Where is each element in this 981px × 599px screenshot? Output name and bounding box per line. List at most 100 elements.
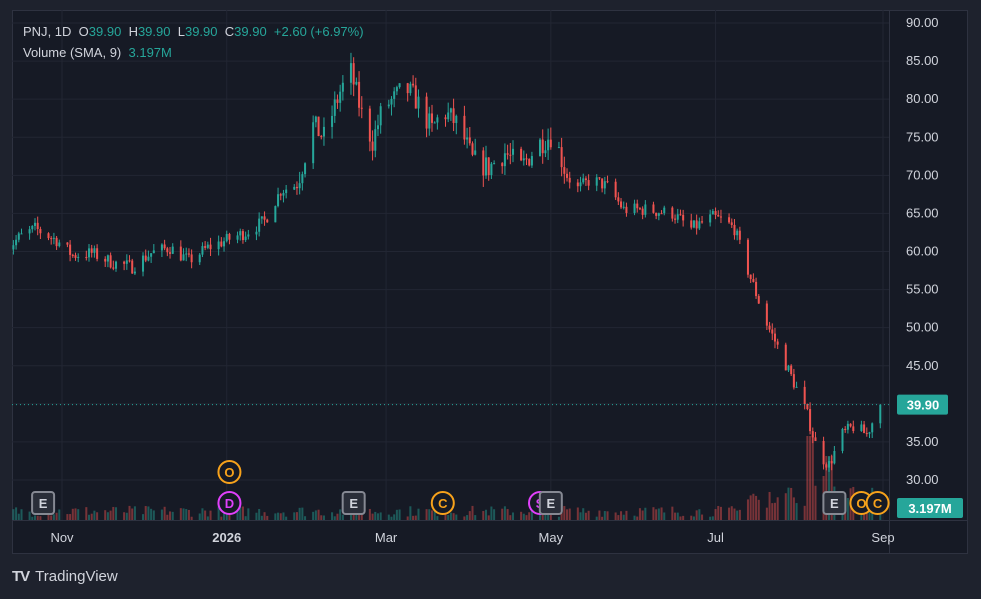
volume-bar [814,485,817,520]
candle-body [692,220,695,228]
volume-bar [436,516,439,520]
volume-value: 3.197M [128,45,172,60]
x-tick-label: Mar [375,530,398,545]
candle-body [568,177,571,183]
candle-body [255,231,258,235]
volume-bar [746,499,749,520]
candle-body [66,242,69,245]
candle-body [331,115,334,127]
volume-bar [738,509,741,520]
volume-bar [66,514,69,520]
candle-body [20,233,23,235]
x-tick-label: Sep [871,530,894,545]
candle-body [846,423,849,430]
candle-body [50,238,53,240]
candle-body [225,233,228,242]
candle-body [425,96,428,129]
volume-bar [93,510,96,520]
volume-bar [147,506,150,520]
candle-body [811,431,814,438]
candle-body [784,344,787,371]
candle-body [663,207,666,214]
candle-body [322,126,325,137]
candle-body [841,428,844,451]
volume-bar [150,508,153,520]
candle-body [220,241,223,247]
volume-bar [204,510,207,520]
volume-bar [123,512,126,520]
candle-body [368,108,371,142]
candle-body [341,82,344,92]
candle-body [871,423,874,433]
volume-bar [55,512,58,520]
candle-body [795,386,798,388]
volume-bar [709,516,712,520]
candle-body [112,267,115,269]
candle-body [833,450,836,464]
tradingview-branding[interactable]: TV TradingView [12,568,118,585]
event-marker-d[interactable]: D [217,491,242,515]
candle-body [463,115,466,140]
event-marker-c[interactable]: C [865,491,890,515]
candle-body [520,148,523,161]
event-marker-e[interactable]: E [31,491,56,515]
candle-body [160,244,163,251]
volume-bar [387,514,390,520]
volume-bar [733,508,736,520]
volume-bar [803,505,806,520]
volume-bar [809,436,812,520]
volume-bar [757,499,760,520]
candle-body [598,177,601,179]
candle-body [633,203,636,213]
candle-body [398,83,401,88]
candle-body [266,219,269,223]
candle-body [104,258,107,262]
event-marker-c[interactable]: C [430,491,455,515]
candle-body [455,115,458,124]
volume-bar [582,508,585,520]
volume-bar [412,515,415,520]
volume-bar [201,508,204,520]
candle-body [150,253,153,257]
volume-bar [106,512,109,520]
volume-bar [74,508,77,520]
legend-open-label: O [78,24,89,39]
candle-body [603,181,606,189]
volume-bar [549,510,552,520]
y-tick-label: 65.00 [906,205,939,220]
event-marker-o[interactable]: O [217,460,242,484]
volume-bar [282,512,285,520]
volume-bar [36,515,39,520]
legend-high-label: H [128,24,138,39]
candle-body [125,260,128,264]
candlestick-chart[interactable]: 30.0035.0040.0045.0050.0055.0060.0065.00… [12,10,968,554]
volume-bar [676,512,679,520]
event-marker-e[interactable]: E [538,491,563,515]
candle-body [393,91,396,99]
volume-bar [463,516,466,520]
volume-bar [260,515,263,520]
volume-bar [773,502,776,520]
candle-body [131,260,134,274]
volume-bar [247,508,250,520]
candle-body [787,365,790,371]
volume-bar [636,516,639,520]
candle-body [660,213,663,215]
candle-body [682,214,685,221]
y-tick-label: 80.00 [906,91,939,106]
candle-body [182,254,185,261]
candle-body [563,167,566,174]
candle-body [109,255,112,268]
event-marker-e[interactable]: E [341,491,366,515]
candle-body [96,248,99,259]
candle-body [349,63,352,83]
candle-body [163,244,166,249]
volume-bar [69,514,72,520]
candle-body [830,461,833,464]
volume-bar [71,508,74,520]
candle-body [169,252,172,254]
volume-bar [368,508,371,520]
candle-body [406,83,409,94]
event-marker-e[interactable]: E [822,491,847,515]
candle-body [142,255,145,272]
